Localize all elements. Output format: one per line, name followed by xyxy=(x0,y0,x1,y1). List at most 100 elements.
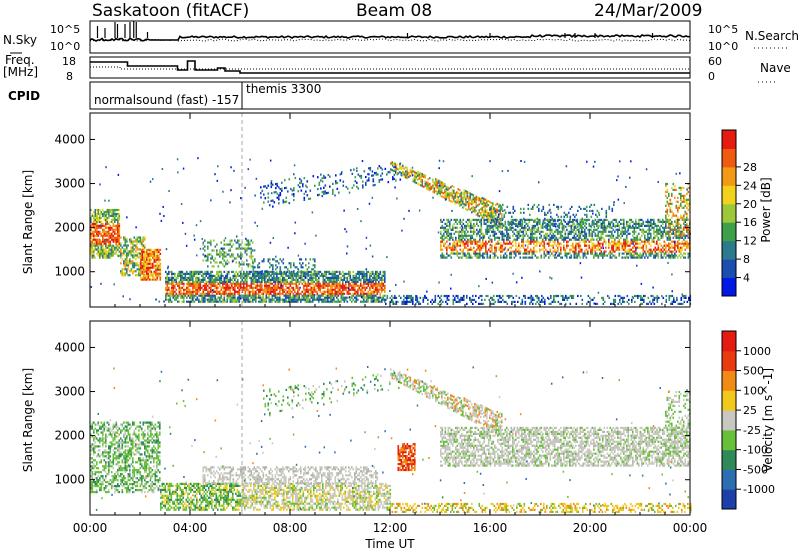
data-cell xyxy=(510,226,513,229)
data-cell xyxy=(266,186,268,190)
data-cell xyxy=(320,179,322,182)
data-cell xyxy=(130,252,133,255)
data-cell xyxy=(205,255,208,258)
data-cell xyxy=(372,300,374,303)
data-cell xyxy=(255,270,257,273)
data-cell xyxy=(373,294,376,297)
data-cell xyxy=(155,266,157,269)
data-cell xyxy=(476,256,478,259)
data-cell xyxy=(381,298,383,301)
data-cell xyxy=(153,264,156,267)
data-cell xyxy=(141,264,144,267)
data-cell xyxy=(102,240,104,243)
data-cell xyxy=(90,216,92,219)
data-cell xyxy=(343,276,346,279)
data-cell xyxy=(273,272,275,275)
data-cell xyxy=(555,250,558,253)
data-cell xyxy=(394,302,396,305)
data-cell xyxy=(102,212,104,216)
data-cell xyxy=(305,258,307,261)
data-cell xyxy=(366,270,368,273)
data-cell xyxy=(527,234,529,237)
data-cell xyxy=(362,184,364,187)
data-cell xyxy=(208,292,211,295)
data-cell xyxy=(315,276,317,279)
data-cell xyxy=(213,278,215,281)
data-cell xyxy=(325,290,328,293)
data-cell xyxy=(412,300,414,303)
data-cell xyxy=(554,234,556,237)
data-cell xyxy=(578,230,580,233)
data-cell xyxy=(115,212,118,216)
data-cell xyxy=(525,226,528,229)
data-cell xyxy=(441,220,444,223)
data-cell xyxy=(178,270,181,273)
data-cell xyxy=(126,262,128,265)
data-cell xyxy=(250,251,253,254)
data-cell xyxy=(459,252,462,255)
data-cell xyxy=(234,300,236,303)
data-cell xyxy=(190,296,193,299)
data-cell xyxy=(358,286,361,289)
data-cell xyxy=(489,224,492,227)
data-cell xyxy=(358,278,361,281)
data-cell xyxy=(136,274,139,277)
data-cell xyxy=(576,222,579,225)
data-cell xyxy=(342,288,344,291)
data-cell xyxy=(550,296,552,299)
data-cell xyxy=(207,272,209,275)
data-cell xyxy=(337,282,340,285)
data-cell xyxy=(355,276,358,279)
data-cell xyxy=(309,294,311,297)
data-cell xyxy=(249,294,251,297)
data-cell xyxy=(585,244,588,247)
data-cell xyxy=(91,246,94,249)
data-cell xyxy=(276,184,279,187)
data-cell xyxy=(450,194,452,197)
data-cell xyxy=(366,274,368,277)
data-cell xyxy=(439,194,442,197)
data-cell xyxy=(238,298,241,301)
data-cell xyxy=(126,246,128,249)
data-cell xyxy=(322,280,325,283)
data-cell xyxy=(180,286,182,289)
data-cell xyxy=(505,300,507,303)
data-cell xyxy=(112,214,115,217)
data-cell xyxy=(426,183,428,186)
data-cell xyxy=(190,284,193,287)
data-cell xyxy=(363,292,365,295)
data-cell xyxy=(360,176,363,179)
data-cell xyxy=(94,246,97,249)
data-cell xyxy=(90,240,92,243)
data-cell xyxy=(255,274,257,277)
data-cell xyxy=(294,298,296,301)
data-cell xyxy=(481,216,484,219)
data-cell xyxy=(174,280,176,283)
data-cell xyxy=(304,290,307,293)
data-cell xyxy=(138,256,140,259)
data-cell xyxy=(115,218,118,221)
data-cell xyxy=(108,244,110,247)
data-cell xyxy=(232,270,235,273)
data-cell xyxy=(300,189,303,192)
data-cell xyxy=(406,302,408,305)
data-cell xyxy=(307,272,310,275)
data-cell xyxy=(487,294,489,298)
data-cell xyxy=(219,251,221,254)
data-cell xyxy=(204,284,206,287)
data-cell xyxy=(318,193,321,196)
data-cell xyxy=(485,218,487,221)
data-cell xyxy=(443,242,445,245)
data-cell xyxy=(192,284,194,287)
data-cell xyxy=(336,296,338,299)
data-cell xyxy=(102,230,104,233)
data-cell xyxy=(277,300,280,303)
data-cell xyxy=(491,230,493,233)
data-cell xyxy=(477,254,480,257)
data-cell xyxy=(190,282,193,285)
data-cell xyxy=(471,242,474,245)
data-cell xyxy=(220,294,223,297)
data-cell xyxy=(506,242,508,245)
data-cell xyxy=(159,252,162,255)
data-cell xyxy=(435,182,437,185)
